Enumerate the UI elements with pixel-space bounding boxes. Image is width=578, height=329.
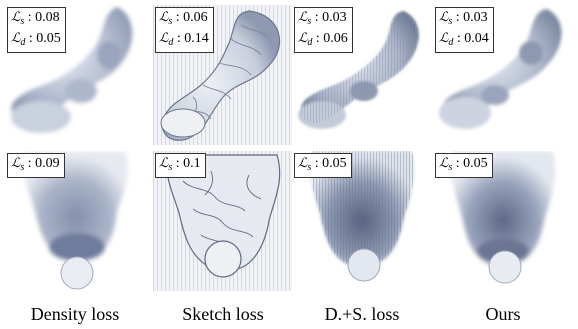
ls-row: ℒs : 0.05 <box>439 155 488 176</box>
caption-sketch-loss: Sketch loss <box>150 304 296 325</box>
ls-value: 0.06 <box>183 10 208 25</box>
ls-value: 0.05 <box>463 156 488 171</box>
loss-label-box: ℒs : 0.09 <box>7 153 65 178</box>
loss-label-box: ℒs : 0.08 ℒd : 0.05 <box>7 7 66 53</box>
loss-label-box: ℒs : 0.1 <box>155 153 206 178</box>
density-sketch-loss-bottom-image: ℒs : 0.05 <box>292 151 432 291</box>
ls-row: ℒs : 0.06 <box>159 9 209 30</box>
caption-density-sketch-loss: D.+S. loss <box>289 304 435 325</box>
ours-bottom-image: ℒs : 0.05 <box>433 151 573 291</box>
ld-value: 0.04 <box>464 31 489 46</box>
loss-label-box: ℒs : 0.06 ℒd : 0.14 <box>155 7 214 53</box>
density-sketch-loss-top-image: ℒs : 0.03 ℒd : 0.06 <box>292 5 432 145</box>
ld-row: ℒd : 0.14 <box>159 30 209 51</box>
ld-value: 0.06 <box>323 31 348 46</box>
ls-row: ℒs : 0.08 <box>11 9 61 30</box>
ld-row: ℒd : 0.06 <box>298 30 348 51</box>
ls-row: ℒs : 0.03 <box>439 9 489 30</box>
ls-value: 0.1 <box>183 156 201 171</box>
ld-row: ℒd : 0.05 <box>11 30 61 51</box>
ls-row: ℒs : 0.1 <box>159 155 201 176</box>
ours-top-image: ℒs : 0.03 ℒd : 0.04 <box>433 5 573 145</box>
caption-ours: Ours <box>430 304 576 325</box>
ld-value: 0.05 <box>36 31 61 46</box>
ls-row: ℒs : 0.09 <box>11 155 60 176</box>
ls-value: 0.03 <box>463 10 488 25</box>
density-loss-bottom-image: ℒs : 0.09 <box>5 151 145 291</box>
ls-row: ℒs : 0.05 <box>298 155 347 176</box>
ls-row: ℒs : 0.03 <box>298 9 348 30</box>
ld-row: ℒd : 0.04 <box>439 30 489 51</box>
sketch-loss-bottom-image: ℒs : 0.1 <box>153 151 293 291</box>
density-loss-top-image: ℒs : 0.08 ℒd : 0.05 <box>5 5 145 145</box>
ls-value: 0.09 <box>35 156 60 171</box>
caption-density-loss: Density loss <box>2 304 148 325</box>
sketch-loss-top-image: ℒs : 0.06 ℒd : 0.14 <box>153 5 293 145</box>
ls-value: 0.08 <box>35 10 60 25</box>
ls-value: 0.05 <box>322 156 347 171</box>
loss-label-box: ℒs : 0.05 <box>435 153 493 178</box>
loss-label-box: ℒs : 0.03 ℒd : 0.04 <box>435 7 494 53</box>
ld-value: 0.14 <box>184 31 209 46</box>
loss-label-box: ℒs : 0.05 <box>294 153 352 178</box>
loss-label-box: ℒs : 0.03 ℒd : 0.06 <box>294 7 353 53</box>
ls-value: 0.03 <box>322 10 347 25</box>
